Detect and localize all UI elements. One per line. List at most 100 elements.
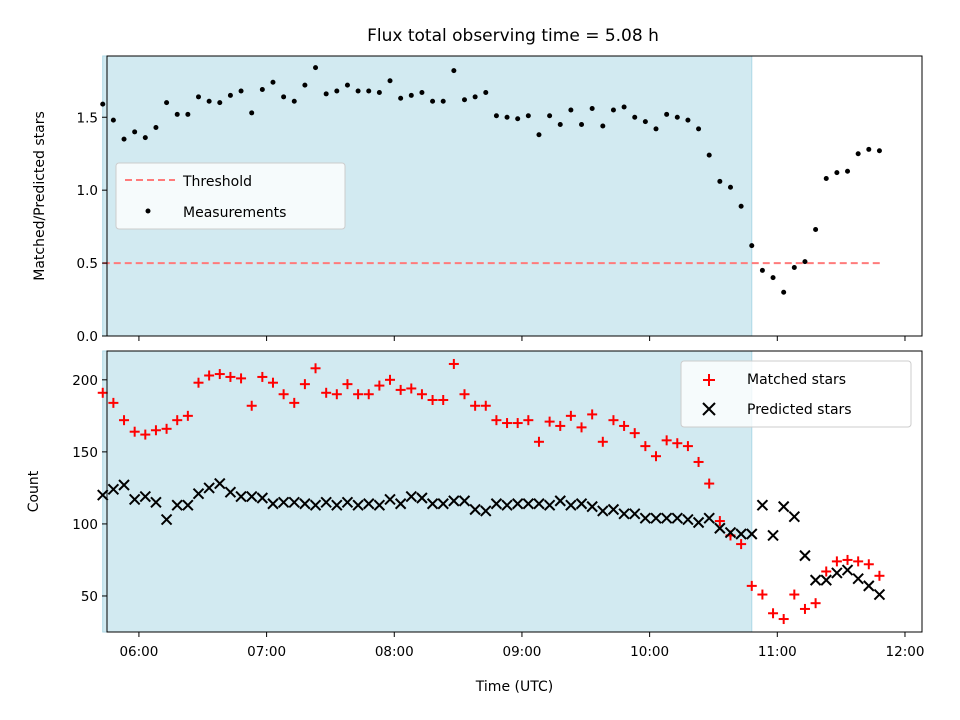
- top-legend: Threshold Measurements: [115, 162, 346, 230]
- top-y-tick-label: 0.0: [77, 329, 98, 345]
- predicted-star-point: [522, 498, 535, 510]
- predicted-star-point: [852, 572, 864, 585]
- matched-star-point: [789, 589, 800, 600]
- measurement-point: [227, 92, 233, 98]
- measurement-point: [823, 176, 829, 181]
- measurement-point: [110, 117, 116, 123]
- matched-star-point: [555, 420, 566, 431]
- predicted-star-point: [128, 493, 141, 506]
- measurement-point: [876, 148, 882, 154]
- predicted-star-point: [597, 505, 609, 517]
- matched-star-point: [427, 394, 438, 405]
- predicted-star-point: [682, 513, 694, 526]
- predicted-star-point: [139, 490, 152, 503]
- measurement-point: [355, 88, 361, 94]
- measurement-point: [461, 97, 467, 103]
- predicted-star-point: [490, 498, 503, 510]
- matched-star-point: [491, 415, 502, 426]
- matched-star-point: [161, 423, 172, 434]
- measurement-point: [142, 135, 148, 141]
- measurement-point: [759, 267, 765, 273]
- matched-star-point: [523, 415, 534, 426]
- matched-star-point: [502, 418, 513, 429]
- predicted-star-point: [703, 512, 715, 524]
- measurement-point: [281, 94, 287, 100]
- matched-star-point: [310, 363, 321, 374]
- threshold-legend-label: Threshold: [182, 174, 252, 190]
- measurement-point: [781, 289, 787, 295]
- predicted-star-point: [97, 489, 109, 501]
- predicted-star-point: [543, 499, 556, 511]
- predicted-star-point: [118, 479, 130, 491]
- measurement-point: [770, 275, 776, 281]
- bottom-y-tick-label: 50: [81, 589, 98, 605]
- top-axes-frame: [106, 55, 923, 337]
- measurement-point: [185, 111, 191, 117]
- matched-star-point: [321, 387, 332, 398]
- matched-star-point: [682, 441, 693, 452]
- measurement-point: [749, 243, 755, 249]
- chart-title: Flux total observing time = 5.08 h: [367, 26, 659, 46]
- predicted-star-point: [352, 499, 364, 511]
- matched-star-point: [799, 603, 810, 614]
- measurement-point: [472, 94, 478, 100]
- matched-star-point: [172, 415, 183, 426]
- measurement-point: [813, 227, 819, 233]
- measurement-point: [451, 68, 457, 74]
- matched-star-point: [108, 397, 119, 408]
- bottom-axes-frame: [106, 350, 923, 633]
- predicted-star-point: [799, 549, 811, 562]
- measurement-point: [621, 104, 627, 110]
- measurement-point: [515, 116, 521, 122]
- bottom-y-axis-label: Count: [26, 470, 42, 512]
- matched-star-point: [278, 389, 289, 400]
- predicted-star-point: [160, 513, 173, 526]
- matched-star-point: [267, 377, 278, 388]
- x-tick-label: 09:00: [502, 644, 541, 660]
- measurement-point: [121, 136, 127, 142]
- predicted-star-point: [171, 499, 183, 511]
- matched-star-point: [246, 400, 257, 411]
- measurement-point: [536, 132, 542, 138]
- matched-star-point: [438, 394, 449, 405]
- predicted-star-point: [746, 528, 758, 540]
- predicted-star-point: [182, 499, 194, 511]
- measurement-point: [238, 88, 244, 94]
- matched-star-point: [768, 608, 779, 619]
- measurement-point: [717, 178, 723, 184]
- matched-star-point: [448, 358, 459, 369]
- predicted-star-point: [256, 492, 269, 504]
- measurement-point: [376, 89, 382, 95]
- matched-star-point: [629, 428, 640, 439]
- measurement-point: [174, 111, 180, 117]
- matched-star-point: [119, 415, 130, 426]
- matched-star-point: [459, 389, 470, 400]
- measurement-point: [313, 65, 319, 71]
- x-tick-label: 08:00: [375, 644, 414, 660]
- measurement-point: [398, 95, 404, 101]
- measurements-legend-label: Measurements: [183, 205, 286, 221]
- matched-star-point: [363, 389, 374, 400]
- measurement-point: [100, 101, 106, 107]
- x-tick-label: 07:00: [247, 644, 286, 660]
- predicted-star-point: [586, 500, 598, 513]
- matched-star-point: [693, 456, 704, 467]
- bottom-y-tick-label: 200: [72, 373, 98, 389]
- matched-star-point: [608, 415, 619, 426]
- matched-star-point: [597, 436, 608, 447]
- matched-star-point: [576, 422, 587, 433]
- measurement-point: [440, 98, 446, 104]
- measurement-point: [727, 184, 733, 190]
- measurement-point: [834, 170, 840, 176]
- predicted-star-point: [650, 512, 662, 524]
- measurement-point: [323, 91, 329, 97]
- matched-star-point: [406, 383, 417, 394]
- predicted-star-point: [767, 529, 779, 542]
- matched-star-point: [778, 614, 789, 625]
- predicted-star-point: [150, 496, 162, 509]
- bottom-panel: 50 100 150 200 06:00 07:00 08:00 09:00 10:00 11:…: [26, 350, 924, 695]
- predicted-star-point: [341, 496, 354, 509]
- predicted-star-point: [671, 512, 683, 524]
- bottom-legend: Matched stars Predicted stars: [680, 360, 912, 428]
